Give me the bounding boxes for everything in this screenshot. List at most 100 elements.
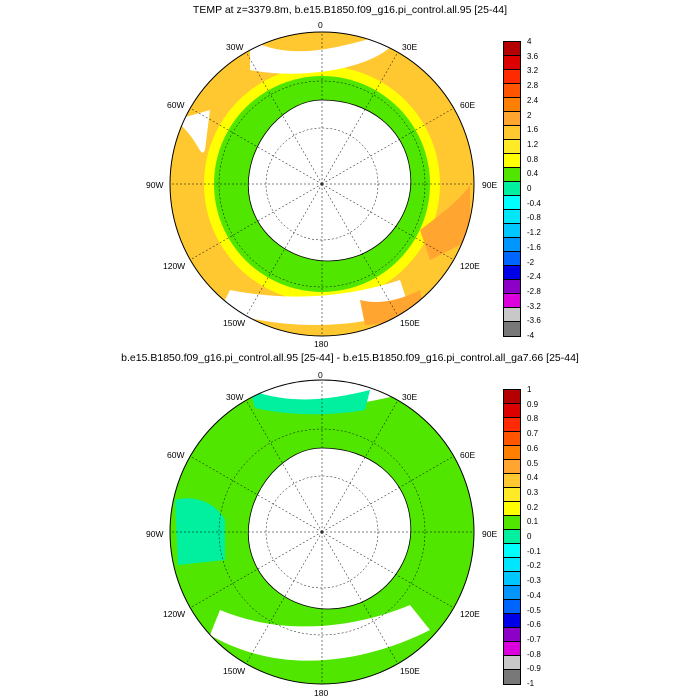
colorbar-swatch [504,98,520,112]
colorbar-label: -4 [527,331,535,340]
p2-lon-60e: 60E [460,450,476,460]
colorbar-label: -0.9 [527,664,541,674]
colorbar-label: -0.2 [527,561,541,571]
panel-2-map [169,379,475,685]
colorbar-swatch [504,390,520,404]
panel-1-title: TEMP at z=3379.8m, b.e15.B1850.f09_g16.p… [192,4,508,16]
colorbar-swatch [504,404,520,418]
colorbar-swatch [504,112,520,126]
colorbar-label: 0.8 [527,154,539,164]
colorbar-swatch [504,224,520,238]
cyan-patch-north [250,390,370,415]
colorbar-label: 1.6 [527,125,539,135]
colorbar-swatch [504,308,520,322]
p1-lon-30w: 30W [226,42,244,52]
p2-lon-30w: 30W [226,392,244,402]
colorbar-label: 0 [527,532,532,541]
colorbar-swatch [504,252,520,266]
p1-lon-120e: 120E [460,261,480,271]
p2-lon-0: 0 [318,370,323,380]
p2-lon-30e: 30E [402,392,418,402]
missing-region-south [220,280,410,325]
missing-region-north [250,36,400,74]
colorbar-swatch [504,670,520,684]
colorbar-swatch [504,502,520,516]
colorbar-swatch [504,656,520,670]
colorbar-label: 2.4 [527,95,539,105]
colorbar-swatch [504,488,520,502]
colorbar-swatch [504,238,520,252]
colorbar-swatch [504,418,520,432]
colorbar-label: 0.5 [527,458,539,468]
colorbar-label: 3.6 [527,51,539,61]
p2-lon-60w: 60W [167,450,185,460]
orange-patch-e [420,185,470,260]
colorbar-label: 0.3 [527,487,539,497]
colorbar-label: 1 [527,385,532,394]
colorbar-swatch [504,614,520,628]
colorbar-label: 0 [527,184,532,193]
colorbar-label: 0.8 [527,414,539,424]
colorbar-swatch [504,56,520,70]
colorbar-swatch [504,154,520,168]
missing-region-south [210,605,430,661]
p1-lon-60w: 60W [167,100,185,110]
colorbar-swatch [504,600,520,614]
colorbar-swatch [504,42,520,56]
colorbar-swatch [504,544,520,558]
colorbar-label: 2 [527,110,532,120]
p1-lon-150w: 150W [223,318,246,328]
p1-lon-30e: 30E [402,42,418,52]
colorbar-swatch [504,572,520,586]
colorbar-label: -1.2 [527,228,541,238]
colorbar-label: -0.6 [527,620,541,630]
p2-lon-120w: 120W [163,609,186,619]
antarctica-interior [247,447,412,610]
colorbar-label: 0.7 [527,429,539,439]
colorbar-label: -0.8 [527,213,541,223]
antarctica-interior [247,99,412,262]
p1-lon-150e: 150E [400,318,420,328]
p1-lon-90e: 90E [482,180,498,190]
p2-lon-150e: 150E [400,666,420,676]
colorbar-label: -0.8 [527,649,541,659]
colorbar-swatch [504,182,520,196]
panel-2-colorbar [503,389,521,685]
colorbar-label: 2.8 [527,81,539,91]
colorbar-label: 1.2 [527,139,539,149]
colorbar-swatch [504,446,520,460]
p1-lon-60e: 60E [460,100,476,110]
colorbar-label: -3.6 [527,316,541,326]
colorbar-label: -0.1 [527,546,541,556]
colorbar-swatch [504,266,520,280]
colorbar-swatch [504,322,520,336]
panel-1-map [169,31,475,337]
colorbar-swatch [504,474,520,488]
colorbar-label: -1 [527,679,535,688]
p1-lon-120w: 120W [163,261,186,271]
colorbar-swatch [504,558,520,572]
colorbar-swatch [504,530,520,544]
colorbar-label: -0.7 [527,634,541,644]
colorbar-label: -0.5 [527,605,541,615]
colorbar-label: -3.2 [527,301,541,311]
colorbar-swatch [504,84,520,98]
colorbar-swatch [504,140,520,154]
colorbar-label: -2 [527,257,535,267]
p2-lon-120e: 120E [460,609,480,619]
colorbar-label: -0.4 [527,590,541,600]
colorbar-swatch [504,280,520,294]
p1-lon-0: 0 [318,20,323,30]
colorbar-label: 0.9 [527,399,539,409]
colorbar-label: 0.1 [527,517,539,527]
colorbar-label: -0.3 [527,576,541,586]
colorbar-swatch [504,70,520,84]
colorbar-swatch [504,294,520,308]
colorbar-swatch [504,126,520,140]
panel-2-title: b.e15.B1850.f09_g16.pi_control.all.95 [2… [121,352,579,364]
colorbar-label: 0.4 [527,473,539,483]
colorbar-label: 3.2 [527,66,539,76]
p1-lon-90w: 90W [146,180,164,190]
p2-lon-150w: 150W [223,666,246,676]
colorbar-swatch [504,168,520,182]
